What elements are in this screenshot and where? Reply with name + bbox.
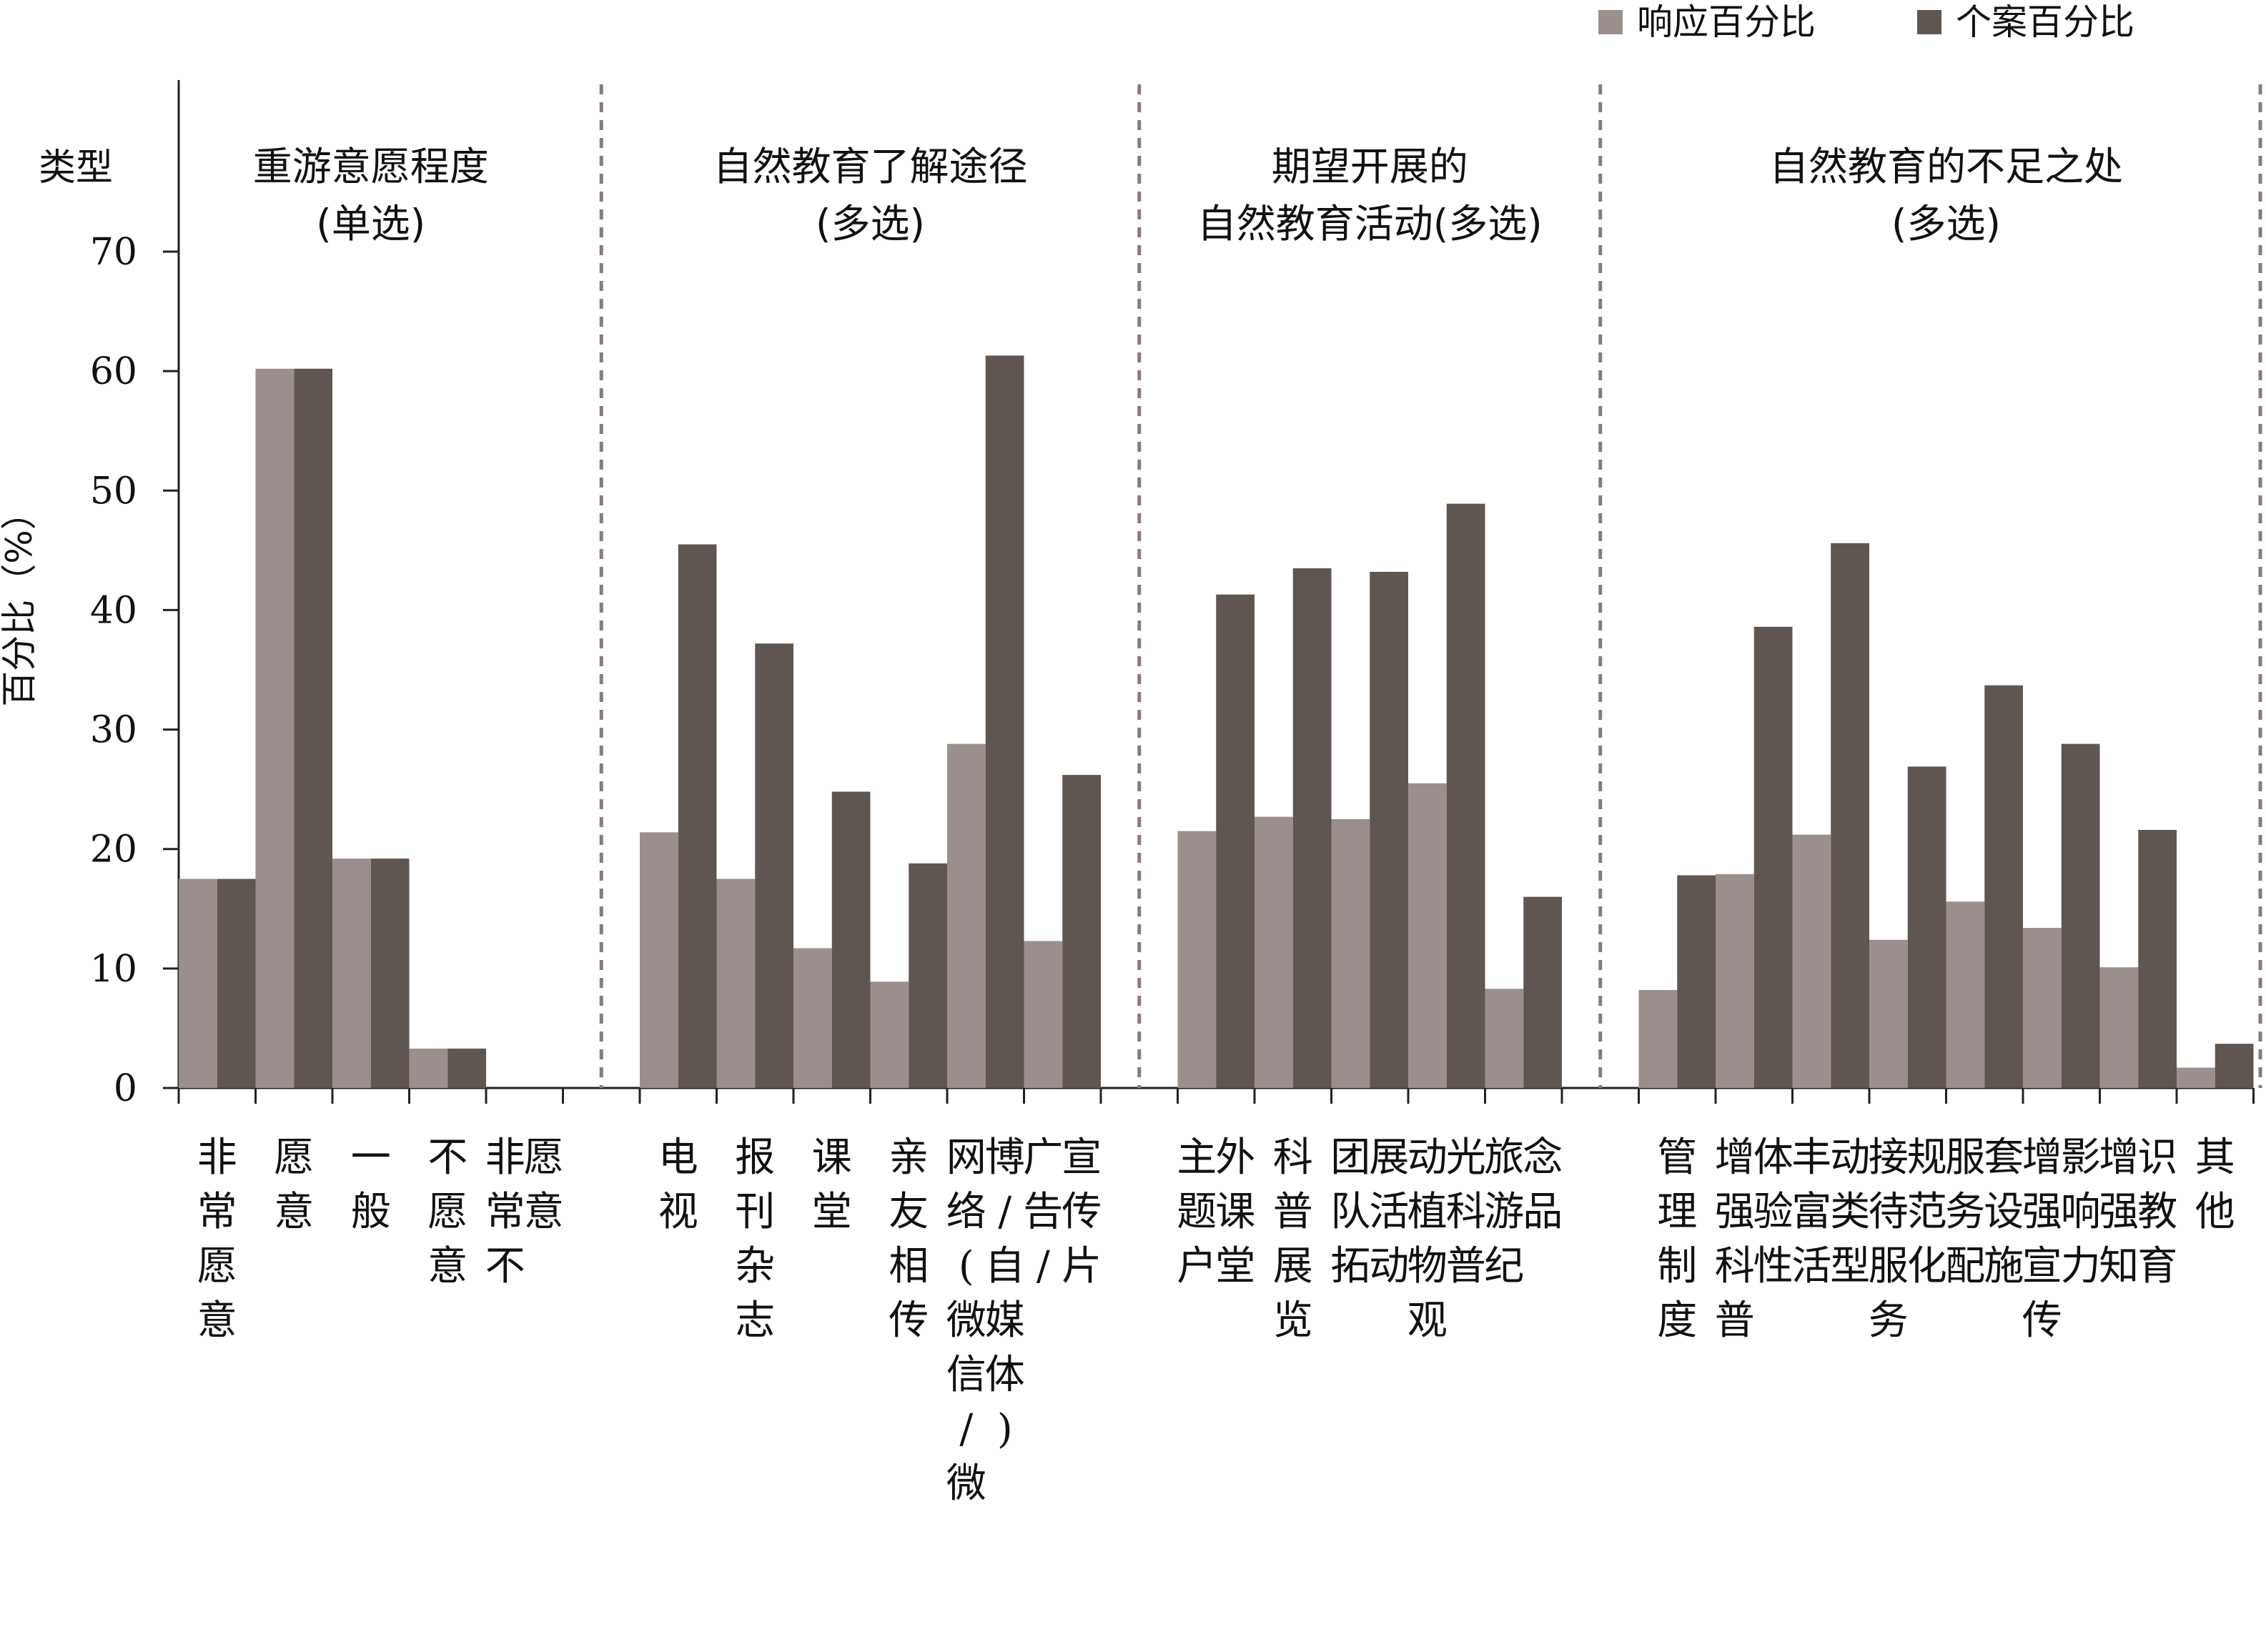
- bar-case-0-0: [217, 879, 256, 1088]
- group-title: 自然教育的不足之处: [1769, 144, 2123, 189]
- x-tick-label: 其他: [2195, 1134, 2235, 1235]
- x-tick-label: 广告/宣传片: [1023, 1134, 1102, 1290]
- y-tick-label: 50: [90, 470, 137, 513]
- bar-response-2-1: [1255, 816, 1293, 1088]
- bar-case-1-5: [1062, 775, 1101, 1088]
- y-tick-label: 10: [90, 948, 137, 991]
- bar-response-1-0: [640, 832, 678, 1088]
- bar-case-1-1: [755, 643, 793, 1088]
- bar-case-3-7: [2215, 1044, 2254, 1088]
- bar-response-3-4: [1946, 901, 1985, 1088]
- bar-response-2-3: [1408, 783, 1447, 1088]
- x-tick-label: 网络(微信/微博/自媒体): [946, 1134, 1025, 1507]
- y-axis-label: 百分比（%）: [0, 494, 40, 707]
- bar-response-1-5: [1024, 941, 1063, 1088]
- bar-response-3-0: [1638, 989, 1678, 1088]
- x-tick-label: 一般: [351, 1134, 391, 1235]
- bar-response-3-6: [2099, 967, 2139, 1088]
- x-tick-label: 非常愿意: [197, 1134, 237, 1344]
- x-tick-label: 不愿意: [427, 1134, 467, 1290]
- bar-case-3-1: [1753, 626, 1793, 1088]
- legend-label-response: 响应百分比: [1637, 1, 1816, 43]
- x-tick-label: 主题户外课堂: [1177, 1134, 1255, 1290]
- x-tick-label: 非常不愿意: [485, 1134, 564, 1290]
- x-tick-label: 管理制度: [1657, 1134, 1697, 1344]
- group-title: 自然教育活动(多选): [1197, 201, 1543, 247]
- bar-case-3-5: [2061, 743, 2100, 1088]
- y-tick-label: 30: [90, 709, 137, 752]
- legend-swatch-response: [1598, 10, 1623, 34]
- x-tick-label: 课堂: [812, 1134, 852, 1235]
- bar-case-3-2: [1831, 543, 1869, 1088]
- bar-response-1-2: [793, 948, 832, 1088]
- bar-response-3-5: [2023, 928, 2062, 1088]
- bar-case-1-4: [985, 355, 1024, 1088]
- x-tick-label: 愿意: [274, 1134, 314, 1235]
- type-label: 类型: [39, 147, 113, 189]
- y-tick-label: 70: [90, 231, 137, 274]
- legend: 响应百分比 个案百分比: [1598, 1, 2134, 43]
- group-title: (单选): [316, 201, 425, 247]
- x-tick-label: 团队拓展活动: [1330, 1134, 1409, 1290]
- group-title: 重游意愿程度: [253, 144, 489, 189]
- bar-case-1-2: [831, 791, 871, 1088]
- bar-case-2-0: [1216, 594, 1255, 1088]
- group-title: (多选): [1891, 201, 2001, 247]
- bar-case-0-1: [294, 368, 332, 1088]
- bar-response-2-0: [1177, 831, 1217, 1088]
- bar-case-1-0: [678, 544, 717, 1088]
- bar-response-0-0: [179, 879, 217, 1088]
- bar-case-3-6: [2138, 829, 2177, 1088]
- bar-case-1-3: [909, 863, 947, 1088]
- bar-case-2-4: [1523, 896, 1562, 1088]
- bar-response-2-4: [1485, 989, 1524, 1088]
- x-tick-label: 增强知识教育: [2099, 1134, 2177, 1290]
- group-title: (多选): [816, 201, 925, 247]
- y-tick-label: 60: [90, 350, 137, 393]
- x-tick-label: 丰富活动类型: [1791, 1134, 1870, 1290]
- bar-case-0-2: [370, 859, 410, 1088]
- x-tick-label: 旅游纪念品: [1484, 1134, 1563, 1290]
- bar-response-3-3: [1869, 939, 1908, 1088]
- x-tick-label: 科普展览: [1273, 1134, 1313, 1344]
- bar-case-2-1: [1292, 568, 1332, 1088]
- bar-case-3-4: [1984, 685, 2023, 1088]
- x-tick-label: 服务配套设施: [1945, 1134, 2024, 1290]
- bar-case-3-3: [1907, 766, 1946, 1088]
- bar-response-0-3: [409, 1048, 448, 1088]
- bar-response-0-1: [255, 368, 295, 1088]
- y-tick-label: 20: [90, 829, 137, 871]
- x-tick-label: 增强科普体验性: [1715, 1134, 1793, 1344]
- bar-case-0-3: [447, 1048, 486, 1088]
- x-tick-label: 亲友相传: [889, 1134, 929, 1344]
- legend-swatch-case: [1917, 10, 1941, 34]
- bar-response-0-2: [332, 859, 371, 1088]
- bar-response-3-7: [2177, 1067, 2215, 1088]
- bar-response-1-1: [716, 879, 756, 1088]
- x-tick-label: 动植物观光科普: [1407, 1134, 1486, 1344]
- bar-response-2-2: [1331, 818, 1370, 1088]
- bar-response-3-1: [1716, 874, 1754, 1088]
- x-tick-label: 增强宣传影响力: [2022, 1134, 2101, 1344]
- group-title: 期望开展的: [1272, 144, 1468, 189]
- y-tick-label: 0: [114, 1067, 137, 1110]
- bar-response-3-2: [1792, 834, 1831, 1088]
- x-tick-label: 电视: [658, 1134, 698, 1235]
- x-tick-label: 接待服务规范化: [1869, 1134, 1947, 1344]
- bar-case-2-2: [1370, 571, 1408, 1088]
- bar-case-3-0: [1677, 875, 1716, 1088]
- y-tick-label: 40: [90, 589, 137, 632]
- bar-response-1-3: [870, 981, 909, 1088]
- bar-case-2-3: [1446, 503, 1485, 1088]
- group-title: 自然教育了解途径: [713, 144, 1027, 189]
- bar-response-1-4: [947, 743, 986, 1088]
- legend-label-case: 个案百分比: [1956, 1, 2134, 43]
- x-tick-label: 报刊杂志: [735, 1134, 775, 1344]
